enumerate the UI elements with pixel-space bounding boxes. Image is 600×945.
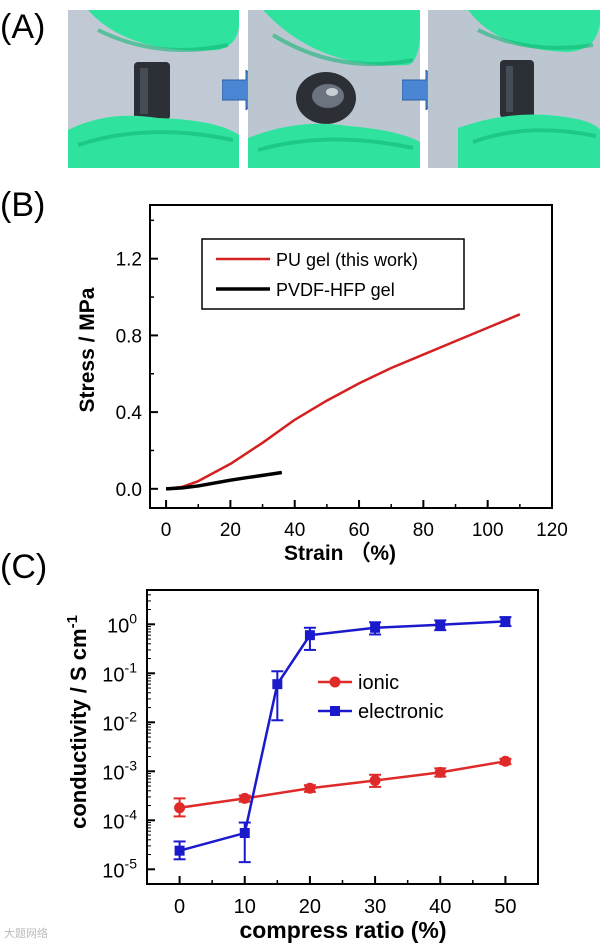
legend-marker-ionic <box>329 676 341 688</box>
series-line-electronic <box>179 620 506 852</box>
panel-a-label: (A) <box>0 8 46 46</box>
y-tick-exponent: -5 <box>125 855 138 871</box>
y-tick-label: 100 <box>107 610 137 637</box>
watermark: 大题网络 <box>4 928 48 940</box>
series-line-ionic <box>179 760 506 810</box>
y-axis-title-exponent: -1 <box>64 615 81 628</box>
data-point-electronic <box>500 616 511 627</box>
data-point-ionic <box>174 802 186 814</box>
x-axis-title: compress ratio (%) <box>239 917 446 943</box>
legend-marker-electronic <box>330 706 340 716</box>
data-point-electronic <box>435 619 446 630</box>
photo-gel-recovered <box>428 10 600 168</box>
data-point-ionic <box>369 774 381 786</box>
panel-b-label: (B) <box>0 186 46 224</box>
y-tick-label: 1.2 <box>116 250 142 271</box>
y-tick-label: 10-2 <box>102 708 137 735</box>
legend-label: electronic <box>358 701 444 723</box>
y-tick-label: 0.8 <box>116 326 142 347</box>
y-tick-base: 10 <box>107 615 129 637</box>
y-tick-label: 10-3 <box>102 757 137 784</box>
data-point-electronic <box>272 679 283 690</box>
plot-frame <box>149 204 553 509</box>
data-point-ionic <box>304 782 316 794</box>
y-tick-exponent: 0 <box>129 610 137 626</box>
x-tick-label: 40 <box>284 520 305 541</box>
y-axis-title: conductivity / S cm-1 <box>64 615 91 829</box>
y-axis-title: Stress / MPa <box>76 287 99 412</box>
y-tick-base: 10 <box>102 664 124 686</box>
plot-frame <box>146 589 539 885</box>
series-line-pu-gel <box>165 313 521 491</box>
data-point-electronic <box>174 845 185 856</box>
data-point-ionic <box>239 792 251 804</box>
y-axis-title-main: conductivity / S cm <box>66 628 91 829</box>
stress-strain-chart: 0 20 40 60 80 100 120 0.0 0.4 0.8 1.2 PU gel (this… <box>76 204 568 565</box>
y-tick-base: 10 <box>102 713 124 735</box>
x-tick-label: 0 <box>161 520 172 541</box>
data-point-electronic <box>239 828 250 839</box>
x-tick-label: 10 <box>234 896 256 918</box>
y-tick-exponent: -3 <box>125 757 138 773</box>
data-point-ionic <box>434 766 446 778</box>
y-tick-base: 10 <box>102 811 124 833</box>
data-point-electronic <box>370 622 381 633</box>
y-tick-exponent: -2 <box>125 708 138 724</box>
data-point-ionic <box>499 755 511 767</box>
x-tick-label: 0 <box>174 896 185 918</box>
x-tick-label: 20 <box>299 896 321 918</box>
panel-c-label: (C) <box>0 548 48 586</box>
x-tick-label: 50 <box>494 896 516 918</box>
x-axis-title: Strain （%) <box>284 541 396 565</box>
y-tick-label: 10-5 <box>102 855 137 882</box>
legend-label: ionic <box>358 672 399 694</box>
legend-label: PU gel (this work) <box>276 250 418 270</box>
y-tick-exponent: -1 <box>125 659 138 675</box>
x-tick-label: 120 <box>536 520 568 541</box>
y-tick-label: 10-1 <box>102 659 137 686</box>
y-tick-label: 0.0 <box>116 480 142 501</box>
y-tick-exponent: -4 <box>125 806 138 822</box>
legend-label: PVDF-HFP gel <box>276 280 395 300</box>
x-tick-label: 20 <box>220 520 241 541</box>
x-tick-label: 80 <box>413 520 434 541</box>
y-tick-base: 10 <box>102 762 124 784</box>
series-line-pvdf-hfp-gel <box>165 470 283 491</box>
x-tick-label: 100 <box>472 520 504 541</box>
x-tick-label: 30 <box>364 896 386 918</box>
x-tick-label: 60 <box>348 520 369 541</box>
y-tick-label: 10-4 <box>102 806 137 833</box>
legend-box <box>201 238 465 310</box>
y-tick-base: 10 <box>102 860 124 882</box>
photo-gel-before-compression <box>68 10 239 168</box>
photo-gel-compressed <box>248 10 420 168</box>
data-point-electronic <box>304 630 315 641</box>
x-tick-label: 40 <box>429 896 451 918</box>
y-tick-label: 0.4 <box>116 403 143 424</box>
